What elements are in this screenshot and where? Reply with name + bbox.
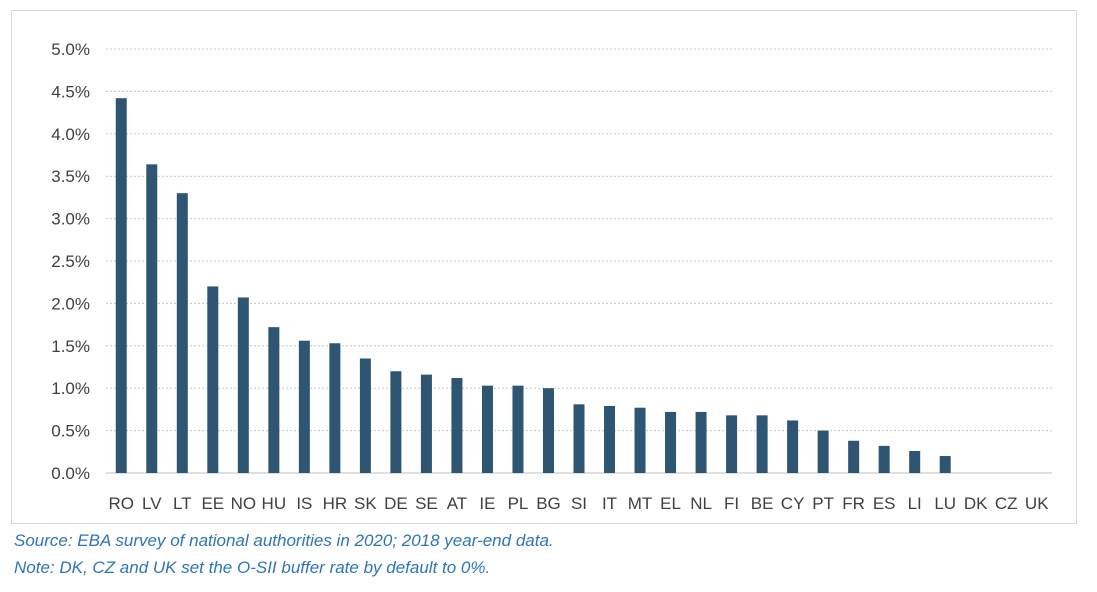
bar-li <box>909 450 921 473</box>
y-tick-label: 1.0% <box>51 379 90 398</box>
gridlines <box>106 48 1052 474</box>
bar-no <box>237 297 249 473</box>
x-tick-label-lv: LV <box>142 494 162 513</box>
bar-hr <box>329 343 341 473</box>
bar-sk <box>359 358 371 473</box>
bar-es <box>878 445 890 473</box>
bar-ee <box>207 286 219 473</box>
x-axis-ticks: RO LV LT EE NO HU IS HR SK DE SE AT IE PL BG SI IT MT EL NL… <box>109 494 1050 513</box>
bar-si <box>573 404 585 473</box>
x-tick-label-be: BE <box>751 494 774 513</box>
bar-pt <box>817 430 829 473</box>
bar-be <box>756 415 768 473</box>
x-tick-label-nl: NL <box>690 494 712 513</box>
y-tick-label: 3.5% <box>51 167 90 186</box>
x-tick-label-mt: MT <box>628 494 653 513</box>
x-tick-label-cy: CY <box>781 494 805 513</box>
x-tick-label-hu: HU <box>262 494 287 513</box>
x-tick-label-lu: LU <box>934 494 956 513</box>
x-tick-label-it: IT <box>602 494 617 513</box>
x-tick-label-fr: FR <box>842 494 865 513</box>
x-tick-label-pt: PT <box>812 494 834 513</box>
x-tick-label-fi: FI <box>724 494 739 513</box>
x-tick-label-ee: EE <box>201 494 224 513</box>
y-tick-label: 0.0% <box>51 464 90 483</box>
bar-it <box>604 406 616 473</box>
x-tick-label-at: AT <box>447 494 467 513</box>
bar-se <box>420 374 432 473</box>
bars <box>115 98 951 474</box>
x-tick-label-si: SI <box>571 494 587 513</box>
bar-pl <box>512 385 524 473</box>
bar-lu <box>939 456 951 473</box>
bar-chart: 0.0% 0.5% 1.0% 1.5% 2.0% 2.5% 3.0% 3.5% 4.0% 4.5%… <box>51 40 1052 513</box>
bar-fi <box>726 415 738 473</box>
x-tick-label-ie: IE <box>479 494 495 513</box>
x-tick-label-bg: BG <box>536 494 561 513</box>
x-tick-label-dk: DK <box>964 494 988 513</box>
bar-ro <box>115 98 127 474</box>
y-tick-label: 4.0% <box>51 125 90 144</box>
x-tick-label-uk: UK <box>1025 494 1049 513</box>
x-tick-label-de: DE <box>384 494 408 513</box>
x-tick-label-lt: LT <box>173 494 192 513</box>
y-tick-label: 0.5% <box>51 422 90 441</box>
y-axis-ticks: 0.0% 0.5% 1.0% 1.5% 2.0% 2.5% 3.0% 3.5% 4.0% 4.5%… <box>51 40 90 483</box>
x-tick-label-sk: SK <box>354 494 377 513</box>
bar-lt <box>176 193 188 473</box>
y-tick-label: 2.0% <box>51 294 90 313</box>
x-tick-label-se: SE <box>415 494 438 513</box>
bar-bg <box>542 388 554 473</box>
bar-cy <box>787 420 799 473</box>
x-tick-label-hr: HR <box>323 494 348 513</box>
bar-el <box>665 411 677 473</box>
bar-hu <box>268 327 280 473</box>
x-tick-label-es: ES <box>873 494 896 513</box>
y-tick-label: 3.0% <box>51 210 90 229</box>
x-tick-label-no: NO <box>231 494 257 513</box>
bar-mt <box>634 407 646 473</box>
y-tick-label: 2.5% <box>51 252 90 271</box>
y-tick-label: 4.5% <box>51 82 90 101</box>
x-tick-label-el: EL <box>660 494 681 513</box>
bar-fr <box>848 440 860 473</box>
x-tick-label-ro: RO <box>109 494 135 513</box>
buffer-rate-note: Note: DK, CZ and UK set the O-SII buffer… <box>14 558 491 577</box>
x-tick-label-is: IS <box>296 494 312 513</box>
bar-de <box>390 371 402 473</box>
x-tick-label-cz: CZ <box>995 494 1018 513</box>
source-note: Source: EBA survey of national authoriti… <box>14 531 554 550</box>
bar-is <box>298 340 310 473</box>
y-tick-label: 1.5% <box>51 337 90 356</box>
y-tick-label: 5.0% <box>51 40 90 59</box>
bar-nl <box>695 411 707 473</box>
bar-at <box>451 378 463 473</box>
x-tick-label-li: LI <box>908 494 922 513</box>
chart-frame: 0.0% 0.5% 1.0% 1.5% 2.0% 2.5% 3.0% 3.5% 4.0% 4.5%… <box>11 10 1077 524</box>
bar-ie <box>481 385 493 473</box>
bar-lv <box>146 164 158 473</box>
x-tick-label-pl: PL <box>508 494 529 513</box>
